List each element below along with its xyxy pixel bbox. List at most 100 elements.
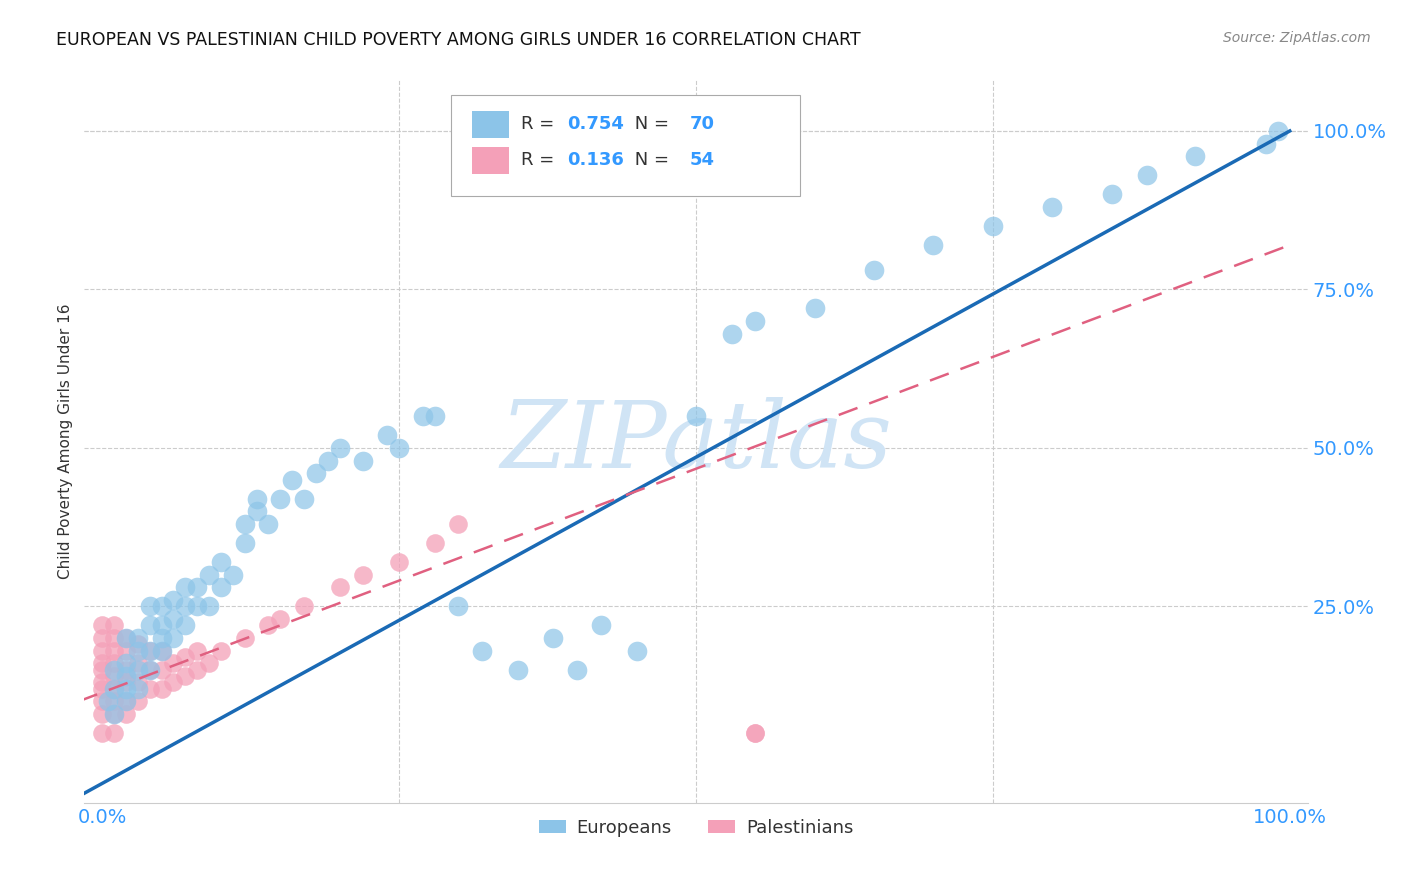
Palestinians — [186, 663, 208, 677]
Text: R =: R = — [522, 115, 560, 133]
Europeans — [103, 707, 125, 722]
Europeans — [626, 643, 648, 657]
Europeans — [174, 599, 197, 614]
Palestinians — [91, 726, 114, 740]
Palestinians — [91, 694, 114, 708]
Europeans — [1136, 169, 1159, 183]
Palestinians — [186, 643, 208, 657]
Text: 70: 70 — [690, 115, 714, 133]
Europeans — [162, 631, 184, 645]
Palestinians — [91, 631, 114, 645]
Europeans — [543, 631, 565, 645]
Y-axis label: Child Poverty Among Girls Under 16: Child Poverty Among Girls Under 16 — [58, 304, 73, 579]
Palestinians — [103, 643, 125, 657]
Palestinians — [115, 694, 138, 708]
Palestinians — [103, 726, 125, 740]
Palestinians — [162, 675, 184, 690]
Europeans — [447, 599, 470, 614]
Europeans — [150, 631, 173, 645]
Palestinians — [127, 637, 149, 651]
Europeans — [245, 504, 267, 518]
Europeans — [589, 618, 612, 632]
Europeans — [127, 631, 149, 645]
Europeans — [209, 555, 232, 569]
Europeans — [186, 580, 208, 594]
Palestinians — [115, 707, 138, 722]
Text: Source: ZipAtlas.com: Source: ZipAtlas.com — [1223, 31, 1371, 45]
Europeans — [292, 491, 315, 506]
Europeans — [127, 663, 149, 677]
Text: R =: R = — [522, 152, 560, 169]
Europeans — [720, 326, 742, 341]
Palestinians — [115, 631, 138, 645]
Palestinians — [744, 726, 766, 740]
Text: ZIPatlas: ZIPatlas — [501, 397, 891, 486]
Palestinians — [138, 663, 160, 677]
Europeans — [1184, 149, 1206, 163]
Europeans — [115, 631, 138, 645]
Palestinians — [150, 681, 173, 696]
Palestinians — [138, 681, 160, 696]
FancyBboxPatch shape — [472, 147, 509, 174]
Europeans — [305, 467, 328, 481]
Europeans — [281, 473, 304, 487]
Europeans — [162, 612, 184, 626]
Text: 0.754: 0.754 — [568, 115, 624, 133]
Europeans — [115, 657, 138, 671]
Europeans — [115, 694, 138, 708]
Palestinians — [447, 516, 470, 531]
Legend: Europeans, Palestinians: Europeans, Palestinians — [531, 812, 860, 845]
Europeans — [103, 663, 125, 677]
FancyBboxPatch shape — [472, 111, 509, 138]
Palestinians — [91, 681, 114, 696]
Europeans — [233, 536, 256, 550]
Palestinians — [115, 675, 138, 690]
Palestinians — [150, 643, 173, 657]
Text: 0.136: 0.136 — [568, 152, 624, 169]
Europeans — [352, 453, 374, 467]
Europeans — [198, 567, 221, 582]
Europeans — [174, 618, 197, 632]
Europeans — [1101, 187, 1123, 202]
Palestinians — [103, 681, 125, 696]
Palestinians — [103, 669, 125, 683]
Europeans — [744, 314, 766, 328]
Europeans — [186, 599, 208, 614]
Text: N =: N = — [628, 115, 675, 133]
Palestinians — [174, 650, 197, 665]
FancyBboxPatch shape — [451, 95, 800, 196]
Europeans — [257, 516, 280, 531]
Europeans — [138, 618, 160, 632]
Palestinians — [103, 631, 125, 645]
Europeans — [150, 599, 173, 614]
Palestinians — [91, 707, 114, 722]
Europeans — [803, 301, 825, 316]
Palestinians — [423, 536, 446, 550]
Palestinians — [150, 663, 173, 677]
Palestinians — [209, 643, 232, 657]
Europeans — [375, 428, 398, 442]
Europeans — [423, 409, 446, 424]
Palestinians — [115, 663, 138, 677]
Europeans — [209, 580, 232, 594]
Palestinians — [103, 707, 125, 722]
Palestinians — [127, 675, 149, 690]
Europeans — [150, 643, 173, 657]
Europeans — [1040, 200, 1063, 214]
Palestinians — [91, 675, 114, 690]
Europeans — [222, 567, 245, 582]
Europeans — [138, 663, 160, 677]
Europeans — [388, 441, 411, 455]
Palestinians — [257, 618, 280, 632]
Europeans — [1254, 136, 1277, 151]
Europeans — [198, 599, 221, 614]
Palestinians — [91, 618, 114, 632]
Palestinians — [162, 657, 184, 671]
Europeans — [922, 238, 945, 252]
Text: N =: N = — [628, 152, 675, 169]
Europeans — [115, 681, 138, 696]
Europeans — [127, 643, 149, 657]
Text: 54: 54 — [690, 152, 714, 169]
Europeans — [138, 599, 160, 614]
Europeans — [174, 580, 197, 594]
